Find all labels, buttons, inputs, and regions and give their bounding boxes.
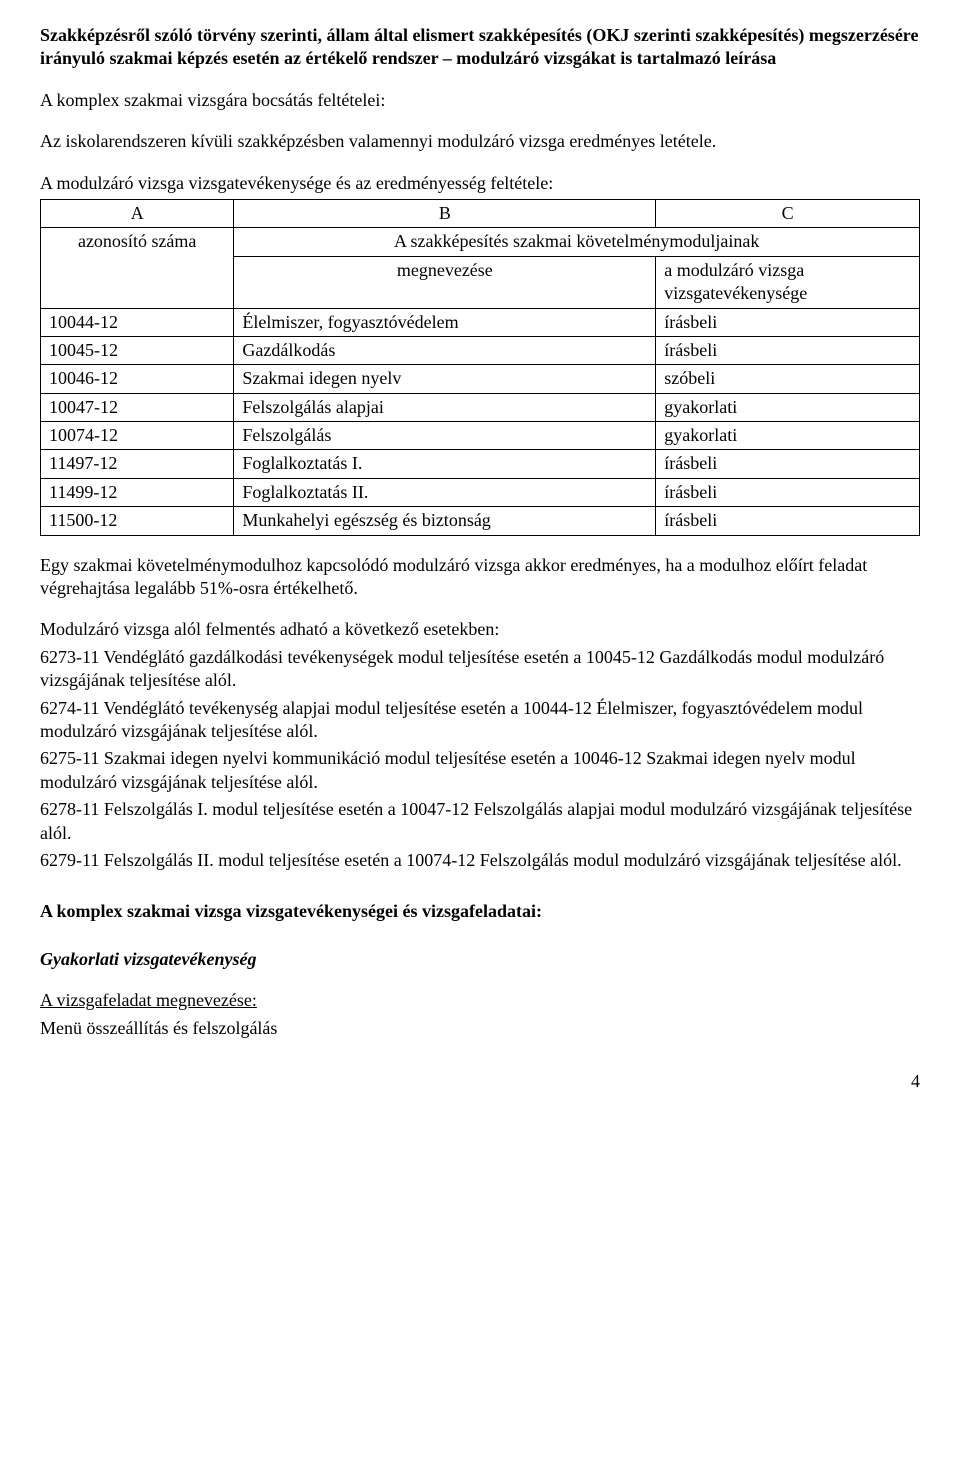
table-row: 10074-12Felszolgálásgyakorlati bbox=[41, 422, 920, 450]
table-cell: Gazdálkodás bbox=[234, 336, 656, 364]
table-cell: írásbeli bbox=[656, 308, 920, 336]
table-cell: Foglalkoztatás I. bbox=[234, 450, 656, 478]
paragraph-conditions-body: Az iskolarendszeren kívüli szakképzésben… bbox=[40, 130, 920, 153]
table-cell: írásbeli bbox=[656, 336, 920, 364]
table-cell: 11499-12 bbox=[41, 478, 234, 506]
table-cell: 10046-12 bbox=[41, 365, 234, 393]
table-cell: 11500-12 bbox=[41, 507, 234, 535]
modules-table: A B C azonosító száma A szakképesítés sz… bbox=[40, 199, 920, 536]
page-number: 4 bbox=[40, 1070, 920, 1093]
table-cell: írásbeli bbox=[656, 507, 920, 535]
table-intro: A modulzáró vizsga vizsgatevékenysége és… bbox=[40, 172, 920, 195]
exemption-3: 6275-11 Szakmai idegen nyelvi kommunikác… bbox=[40, 747, 920, 794]
table-cell: írásbeli bbox=[656, 478, 920, 506]
table-cell: Foglalkoztatás II. bbox=[234, 478, 656, 506]
table-cell: Felszolgálás bbox=[234, 422, 656, 450]
span-header: A szakképesítés szakmai követelménymodul… bbox=[234, 228, 920, 256]
table-row: 11497-12Foglalkoztatás I.írásbeli bbox=[41, 450, 920, 478]
exemption-1: 6273-11 Vendéglátó gazdálkodási tevékeny… bbox=[40, 646, 920, 693]
table-cell: Szakmai idegen nyelv bbox=[234, 365, 656, 393]
table-cell: Munkahelyi egészség és biztonság bbox=[234, 507, 656, 535]
table-cell: 10047-12 bbox=[41, 393, 234, 421]
table-cell: gyakorlati bbox=[656, 393, 920, 421]
table-cell: gyakorlati bbox=[656, 422, 920, 450]
table-cell: Élelmiszer, fogyasztóvédelem bbox=[234, 308, 656, 336]
table-span-row: azonosító száma A szakképesítés szakmai … bbox=[41, 228, 920, 256]
col-header-c: C bbox=[656, 199, 920, 227]
table-row: 11500-12Munkahelyi egészség és biztonság… bbox=[41, 507, 920, 535]
paragraph-success: Egy szakmai követelménymodulhoz kapcsoló… bbox=[40, 554, 920, 601]
exemption-2: 6274-11 Vendéglátó tevékenység alapjai m… bbox=[40, 697, 920, 744]
task-name-label: A vizsgafeladat megnevezése: bbox=[40, 989, 920, 1012]
section-heading-activities: A komplex szakmai vizsga vizsgatevékenys… bbox=[40, 900, 920, 923]
document-title: Szakképzésről szóló törvény szerinti, ál… bbox=[40, 24, 920, 71]
table-cell: 11497-12 bbox=[41, 450, 234, 478]
table-row: 10045-12Gazdálkodásírásbeli bbox=[41, 336, 920, 364]
table-cell: Felszolgálás alapjai bbox=[234, 393, 656, 421]
paragraph-conditions-heading: A komplex szakmai vizsgára bocsátás felt… bbox=[40, 89, 920, 112]
col-header-a: A bbox=[41, 199, 234, 227]
table-cell: írásbeli bbox=[656, 450, 920, 478]
table-header-row: A B C bbox=[41, 199, 920, 227]
table-cell: 10044-12 bbox=[41, 308, 234, 336]
table-row: 11499-12Foglalkoztatás II.írásbeli bbox=[41, 478, 920, 506]
table-row: 10044-12Élelmiszer, fogyasztóvédelemírás… bbox=[41, 308, 920, 336]
subhead-c: a modulzáró vizsga vizsgatevékenysége bbox=[656, 256, 920, 308]
col-header-b: B bbox=[234, 199, 656, 227]
exemption-5: 6279-11 Felszolgálás II. modul teljesíté… bbox=[40, 849, 920, 872]
table-row: 10047-12Felszolgálás alapjaigyakorlati bbox=[41, 393, 920, 421]
subhead-a: azonosító száma bbox=[41, 228, 234, 308]
table-row: 10046-12Szakmai idegen nyelvszóbeli bbox=[41, 365, 920, 393]
table-cell: szóbeli bbox=[656, 365, 920, 393]
exemption-4: 6278-11 Felszolgálás I. modul teljesítés… bbox=[40, 798, 920, 845]
table-cell: 10045-12 bbox=[41, 336, 234, 364]
subsection-practical: Gyakorlati vizsgatevékenység bbox=[40, 948, 920, 971]
table-cell: 10074-12 bbox=[41, 422, 234, 450]
subhead-b: megnevezése bbox=[234, 256, 656, 308]
task-name-value: Menü összeállítás és felszolgálás bbox=[40, 1017, 920, 1040]
exemption-intro: Modulzáró vizsga alól felmentés adható a… bbox=[40, 618, 920, 641]
